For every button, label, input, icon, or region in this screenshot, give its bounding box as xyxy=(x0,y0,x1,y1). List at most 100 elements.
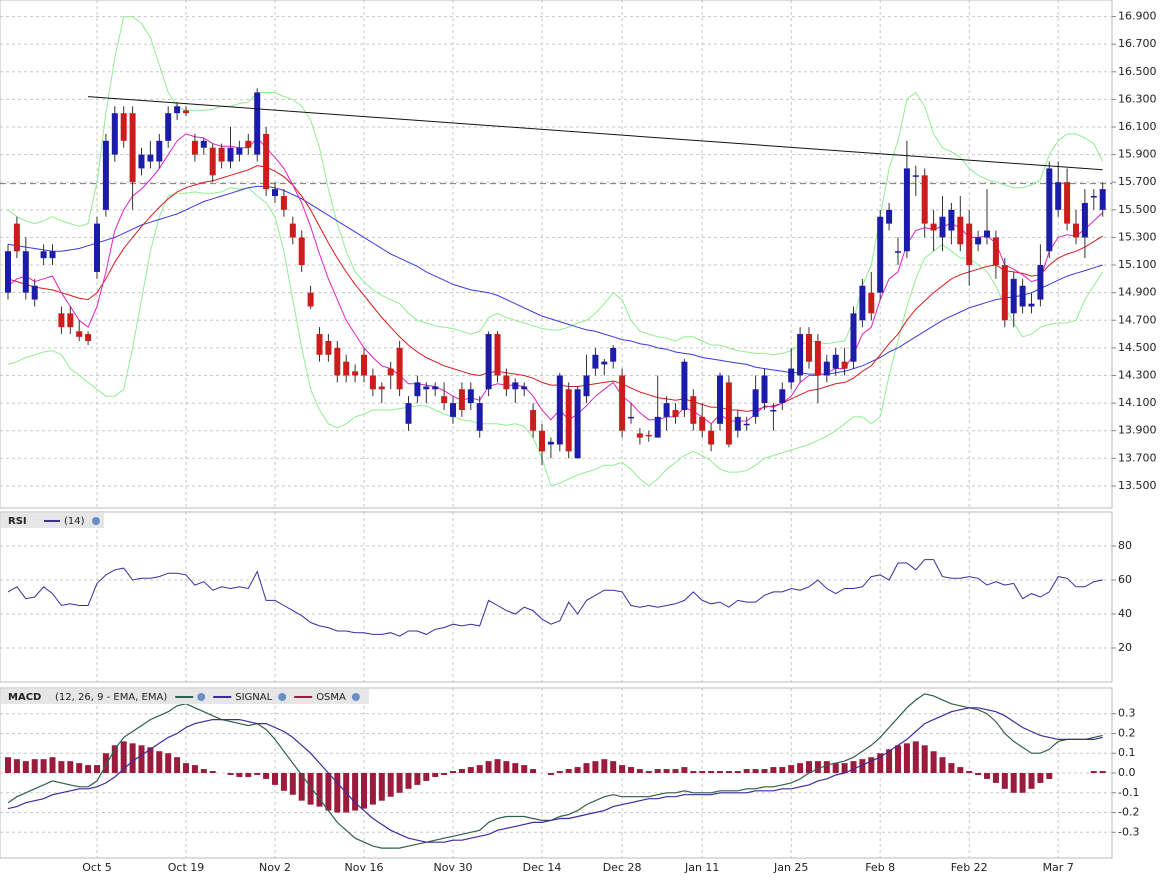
histogram-bar xyxy=(708,771,715,773)
y-tick-label: 15.900 xyxy=(1118,148,1157,161)
candle-body xyxy=(102,140,109,210)
legend-toggle[interactable] xyxy=(92,517,100,525)
histogram-bar xyxy=(1037,773,1044,783)
candle-body xyxy=(521,386,528,390)
y-tick-label: 16.700 xyxy=(1118,37,1157,50)
histogram-bar xyxy=(280,773,287,791)
candle-body xyxy=(147,154,154,162)
y-tick-label: 16.100 xyxy=(1118,120,1157,133)
candle-body xyxy=(138,154,145,169)
histogram-bar xyxy=(521,765,528,773)
candle-body xyxy=(13,223,20,252)
histogram-bar xyxy=(877,753,884,773)
histogram-bar xyxy=(102,753,109,773)
histogram-bar xyxy=(334,773,341,813)
candle-body xyxy=(22,251,29,293)
histogram-bar xyxy=(734,771,741,773)
candle-body xyxy=(877,216,884,293)
trendline xyxy=(88,96,1103,171)
candle-body xyxy=(984,230,990,238)
candle-body xyxy=(574,389,581,459)
histogram-bar xyxy=(966,771,973,773)
legend-toggle[interactable] xyxy=(351,693,360,701)
candle-body xyxy=(40,251,47,259)
candle-body xyxy=(725,382,732,445)
histogram-bar xyxy=(476,765,483,773)
candle-body xyxy=(636,433,643,438)
histogram-bar xyxy=(592,761,599,773)
candle-body xyxy=(450,403,456,417)
histogram-bar xyxy=(547,773,554,775)
histogram-bar xyxy=(921,745,928,773)
histogram-bar xyxy=(236,773,243,777)
series-line xyxy=(7,187,1104,487)
histogram-bar xyxy=(298,773,305,801)
candle-body xyxy=(298,237,305,266)
y-tick-label: 16.500 xyxy=(1118,65,1157,78)
y-tick-label: 0.0 xyxy=(1118,766,1136,779)
candle-body xyxy=(690,396,697,424)
candle-body xyxy=(859,285,866,321)
histogram-bar xyxy=(1028,773,1035,789)
histogram-bar xyxy=(503,761,510,773)
histogram-bar xyxy=(361,773,367,809)
candle-body xyxy=(1028,303,1035,307)
candle-body xyxy=(503,375,510,390)
x-tick-label: Nov 16 xyxy=(345,861,384,874)
y-tick-label: 15.300 xyxy=(1118,230,1157,243)
histogram-bar xyxy=(147,747,154,773)
legend-toggle[interactable] xyxy=(278,693,287,701)
histogram-bar xyxy=(209,771,216,773)
legend: MACD (12, 26, 9 - EMA, EMA) SIGNAL OSMA xyxy=(1,689,369,704)
candle-body xyxy=(957,216,964,245)
histogram-bar xyxy=(405,773,412,789)
histogram-bar xyxy=(227,773,234,775)
candle-body xyxy=(708,430,715,445)
candle-body xyxy=(334,347,341,376)
candle-body xyxy=(814,340,821,376)
candle-body xyxy=(307,292,314,307)
y-tick-label: 14.900 xyxy=(1118,286,1157,299)
histogram-bar xyxy=(690,771,697,773)
candle-body xyxy=(441,396,448,404)
candle-body xyxy=(361,354,367,376)
candle-body xyxy=(1001,265,1008,321)
candle-body xyxy=(1064,182,1071,224)
candle-body xyxy=(1037,265,1044,300)
histogram-bar xyxy=(681,767,688,773)
candle-body xyxy=(289,223,296,238)
candle-body xyxy=(743,423,750,426)
histogram-bar xyxy=(263,773,270,779)
histogram-bar xyxy=(414,773,421,785)
histogram-bar xyxy=(823,761,830,773)
candle-body xyxy=(752,389,759,417)
histogram-bar xyxy=(307,773,314,805)
histogram-bar xyxy=(1090,771,1097,773)
panel-title: MACD xyxy=(8,692,41,703)
candle-body xyxy=(681,361,688,410)
candle-body xyxy=(165,113,172,141)
candle-body xyxy=(476,403,483,431)
histogram-bar xyxy=(565,769,572,773)
candle-body xyxy=(49,251,56,259)
histogram-bar xyxy=(530,769,537,773)
histogram-bar xyxy=(903,743,910,773)
histogram-bar xyxy=(645,771,652,773)
legend-toggle[interactable] xyxy=(197,693,206,701)
y-tick-label: 14.700 xyxy=(1118,313,1157,326)
histogram-bar xyxy=(797,763,804,773)
histogram-bar xyxy=(76,763,83,773)
x-tick-label: Jan 25 xyxy=(773,861,808,874)
legend: RSI (14) xyxy=(1,513,104,528)
candle-body xyxy=(992,237,999,266)
candle-body xyxy=(868,292,875,314)
candle-body xyxy=(939,216,946,238)
candle-body xyxy=(94,223,100,272)
candle-body xyxy=(245,140,252,148)
candle-body xyxy=(378,386,385,390)
candle-body xyxy=(494,334,501,376)
candle-body xyxy=(779,389,786,404)
legend-label: SIGNAL xyxy=(235,692,272,703)
histogram-bar xyxy=(120,741,127,773)
